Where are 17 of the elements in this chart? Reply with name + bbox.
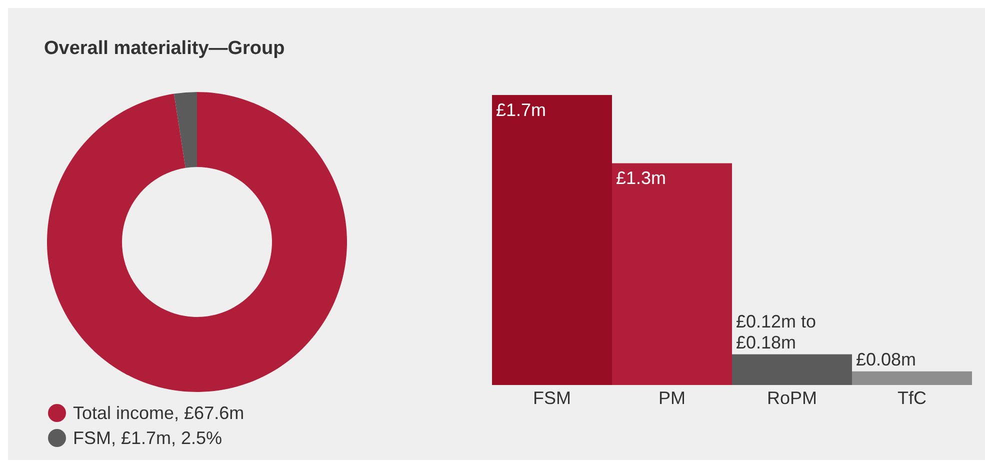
x-tick-label: TfC xyxy=(898,388,926,408)
bar xyxy=(492,95,612,385)
x-tick-label: PM xyxy=(658,388,686,408)
data-label: £1.3m xyxy=(616,168,666,188)
x-tick-label: RoPM xyxy=(766,388,818,408)
legend-label: FSM, £1.7m, 2.5% xyxy=(73,428,222,448)
chart-title: Overall materiality—Group xyxy=(44,38,285,59)
bar xyxy=(732,354,852,385)
donut-slice xyxy=(47,92,347,392)
legend-label: Total income, £67.6m xyxy=(73,403,244,423)
bar xyxy=(852,371,972,385)
x-tick-label: FSM xyxy=(533,388,571,408)
data-label: £1.7m xyxy=(496,100,546,120)
donut-slice xyxy=(174,92,197,168)
annotation: £0.12m to £0.18m xyxy=(736,311,816,352)
data-label: £0.08m xyxy=(856,349,916,370)
bar xyxy=(612,163,732,385)
